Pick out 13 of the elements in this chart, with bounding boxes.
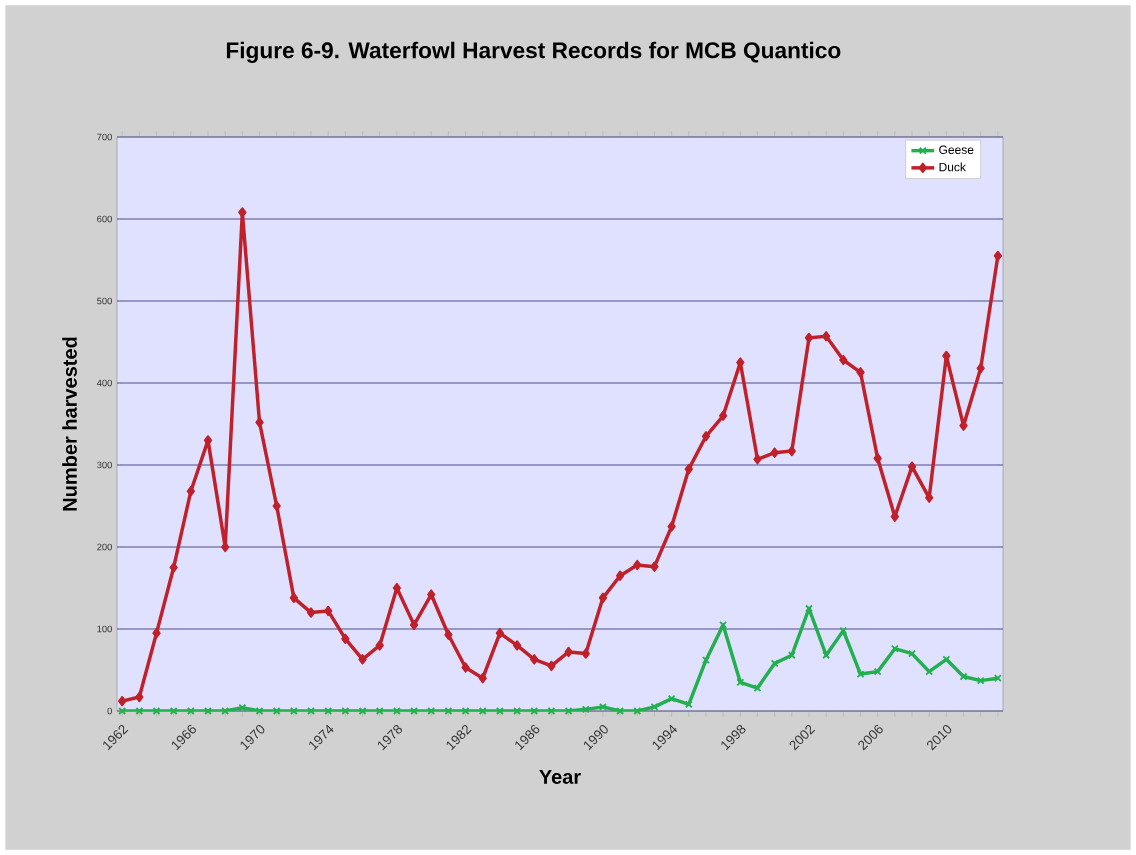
chart-title: Figure 6-9. Waterfowl Harvest Records for MCB Quantico — [226, 41, 841, 63]
y-tick-label: 0 — [107, 707, 112, 715]
y-axis-title: Number harvested — [62, 337, 77, 511]
y-tick-label: 700 — [97, 133, 112, 141]
y-tick-label: 500 — [97, 297, 112, 305]
x-axis-title: Year — [539, 769, 581, 784]
y-tick-label: 300 — [97, 461, 112, 469]
y-tick-label: 100 — [97, 625, 112, 633]
y-tick-label: 600 — [97, 215, 112, 223]
legend-label: Geese — [939, 145, 974, 154]
y-tick-label: 200 — [97, 543, 112, 551]
legend-label: Duck — [939, 162, 966, 172]
y-tick-label: 400 — [96, 379, 112, 387]
